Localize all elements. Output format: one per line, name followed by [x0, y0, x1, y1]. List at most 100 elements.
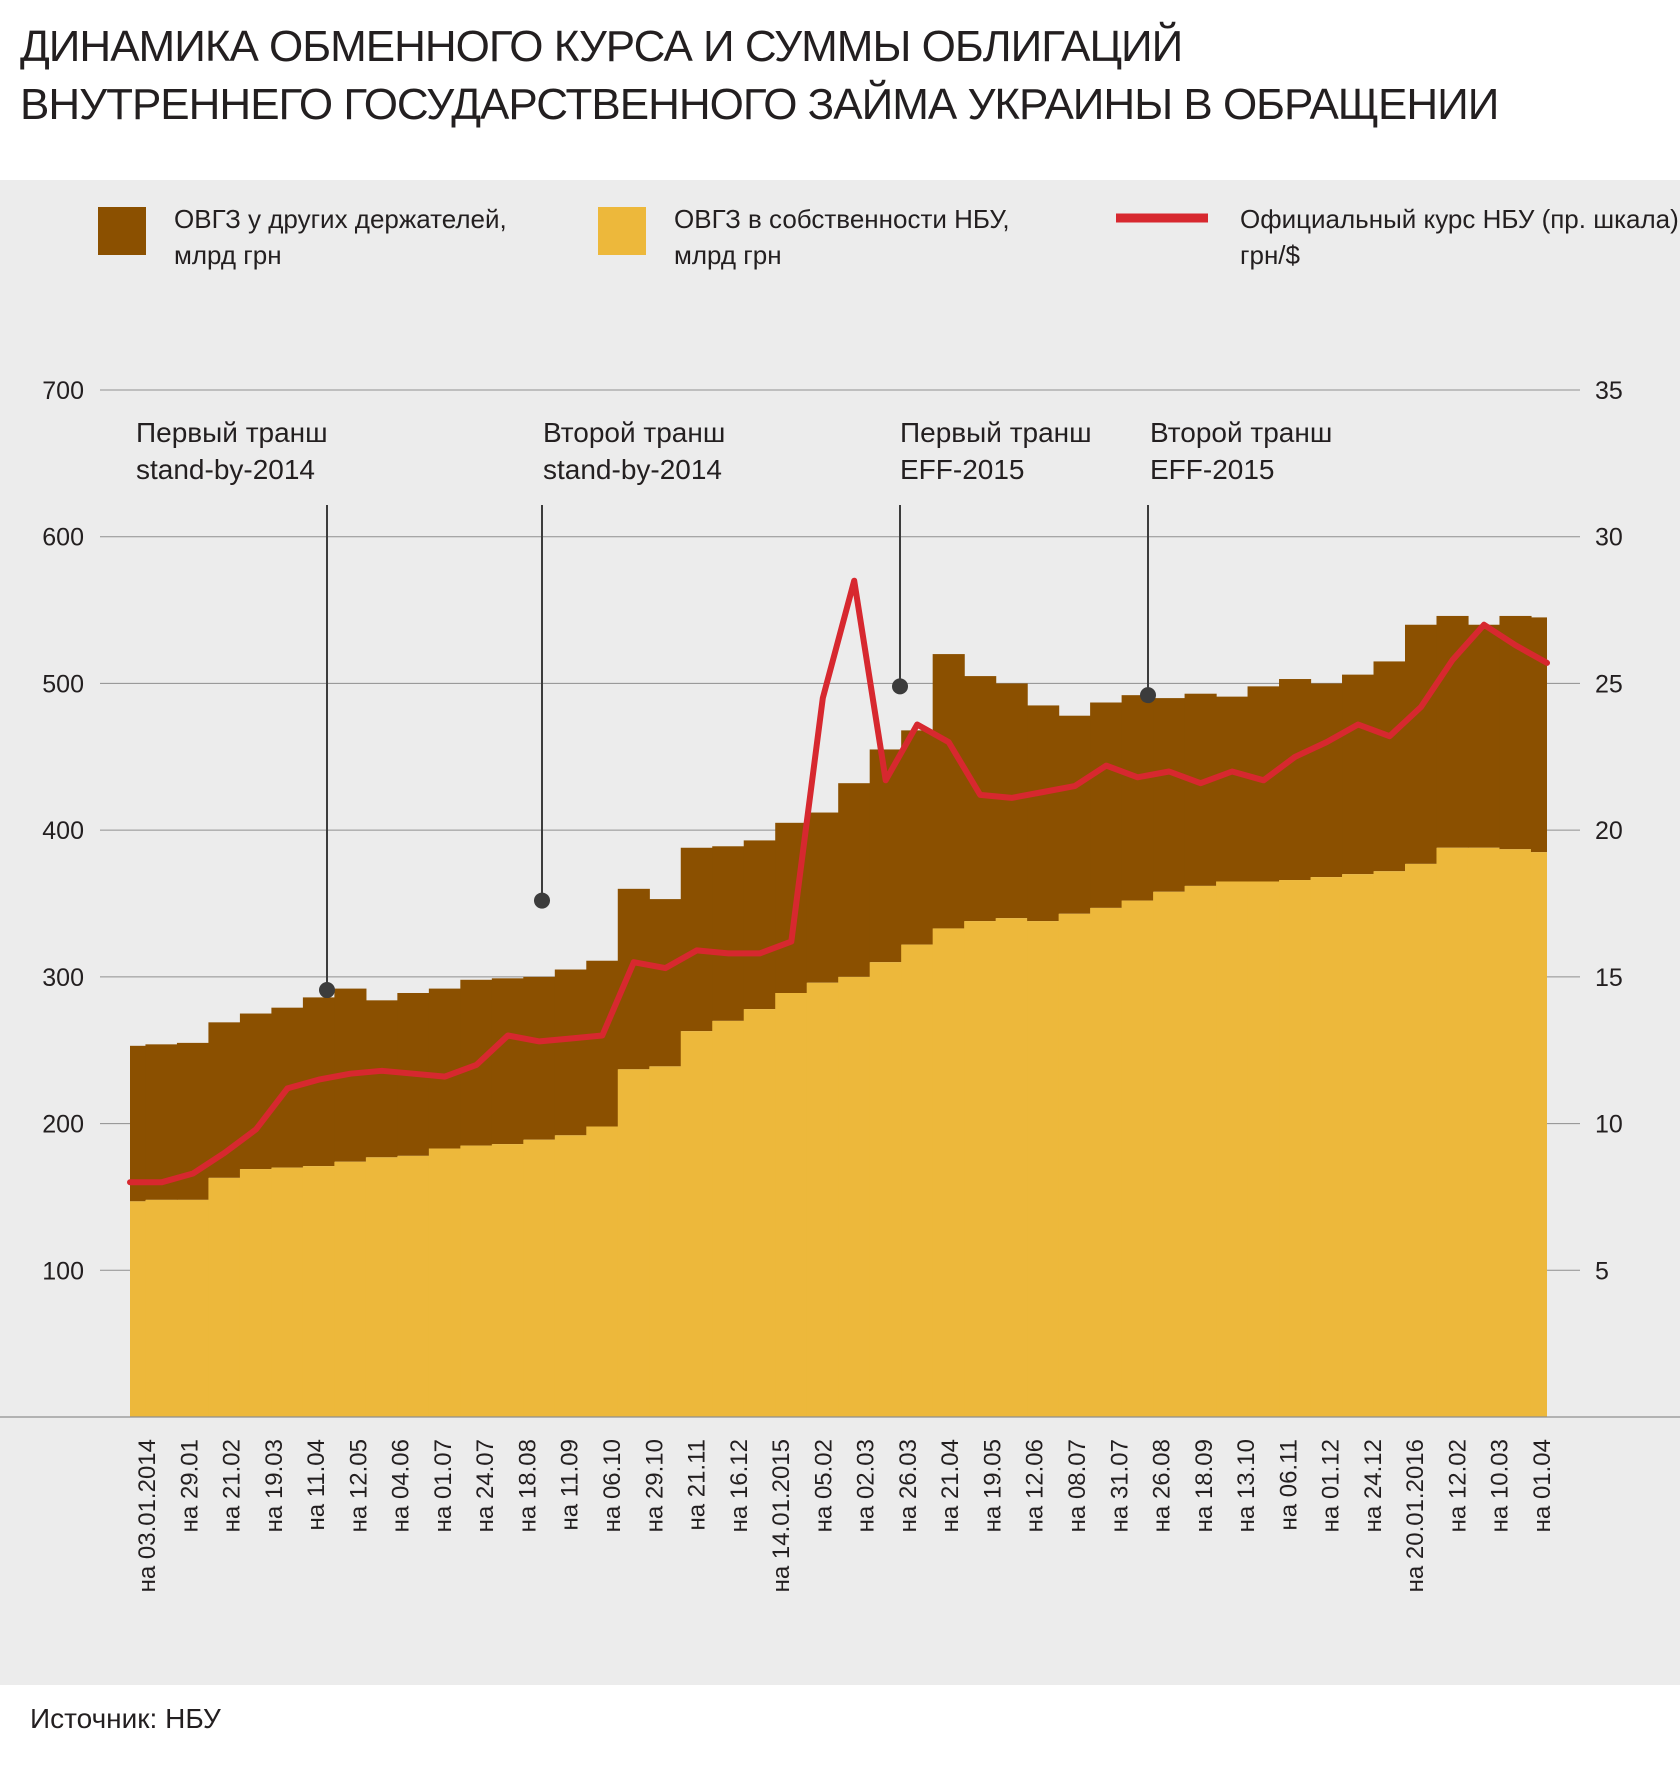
other-holders-bar	[1467, 624, 1501, 848]
plot-area	[130, 615, 1547, 1417]
x-axis-tick-label: на 11.09	[557, 1439, 584, 1531]
nbu-owned-bar	[145, 1199, 178, 1417]
nbu-owned-bar	[1405, 863, 1438, 1417]
other-holders-bar	[1530, 617, 1547, 853]
x-axis-tick-label: на 19.05	[980, 1439, 1007, 1532]
nbu-owned-bar	[1310, 877, 1343, 1417]
x-axis-tick-label: на 29.01	[176, 1439, 203, 1532]
x-axis-tick-label: на 16.12	[726, 1439, 753, 1532]
x-axis-tick-label: на 26.03	[895, 1439, 922, 1532]
other-holders-bar	[901, 730, 934, 945]
right-axis-tick-label: 30	[1595, 524, 1623, 552]
nbu-owned-bar	[1216, 881, 1249, 1417]
nbu-owned-bar	[932, 928, 965, 1417]
nbu-owned-bar	[1058, 913, 1091, 1417]
right-axis-tick-label: 15	[1595, 964, 1623, 992]
left-axis-tick-label: 400	[42, 817, 84, 845]
nbu-owned-bar	[1027, 921, 1060, 1417]
nbu-owned-bar	[1436, 847, 1469, 1417]
other-holders-bar	[523, 976, 556, 1140]
other-holders-bar	[712, 846, 745, 1021]
right-axis-tick-label: 25	[1595, 670, 1623, 698]
x-axis-tick-label: на 31.07	[1106, 1439, 1133, 1532]
legend-item-rate: Официальный курс НБУ (пр. шкала), грн/$	[1116, 204, 1680, 270]
x-axis-tick-label: на 02.03	[853, 1439, 880, 1532]
other-holders-bar	[365, 1000, 398, 1158]
annotation-label: stand-by-2014	[543, 454, 722, 485]
annotation-label: Первый транш	[136, 417, 328, 448]
other-holders-bar	[1247, 686, 1280, 882]
other-holders-bar	[649, 899, 682, 1067]
x-axis-tick-label: на 21.02	[219, 1439, 246, 1532]
rate-line-layer	[127, 577, 1550, 1186]
chart-title: ДИНАМИКА ОБМЕННОГО КУРСА И СУММЫ ОБЛИГАЦ…	[20, 18, 1620, 134]
other-holders-bar	[145, 1044, 178, 1200]
nbu-owned-bar	[271, 1167, 304, 1417]
other-holders-bar	[1499, 615, 1532, 850]
left-axis-tick-label: 500	[42, 670, 84, 698]
annotation-marker	[892, 678, 908, 695]
annotation-label: Второй транш	[543, 417, 725, 448]
x-axis-tick-label: на 18.09	[1191, 1439, 1218, 1532]
nbu-owned-bar	[775, 992, 808, 1417]
other-holders-bar	[1027, 705, 1060, 922]
other-holders-bar	[1342, 674, 1375, 875]
nbu-owned-bar	[523, 1139, 556, 1417]
nbu-owned-bar	[838, 976, 871, 1417]
annotation-label: Второй транш	[1150, 417, 1332, 448]
other-holders-bar	[680, 847, 713, 1032]
left-axis-tick-label: 700	[42, 377, 84, 405]
x-axis-tick-label: на 21.04	[937, 1439, 964, 1532]
legend-item-other-holders: ОВГЗ у других держателей, млрд грн	[98, 204, 507, 270]
nbu-owned-bar	[1279, 880, 1312, 1417]
annotation-marker	[534, 892, 550, 909]
other-holders-bar	[1184, 693, 1217, 886]
left-axis-tick-label: 600	[42, 524, 84, 552]
nbu-owned-bar	[491, 1144, 524, 1417]
x-axis-tick-label: на 01.12	[1318, 1439, 1345, 1532]
x-axis-tick-label: на 20.01.2016	[1402, 1439, 1429, 1592]
other-holders-bar	[586, 960, 619, 1127]
nbu-owned-bar	[554, 1135, 587, 1417]
rate-line	[127, 577, 1550, 1186]
x-axis-tick-label: на 12.06	[1022, 1439, 1049, 1532]
other-holders-bar	[869, 749, 902, 963]
nbu-owned-bar	[712, 1020, 745, 1417]
other-holders-bar	[1058, 715, 1091, 914]
x-axis-tick-label: на 18.08	[515, 1439, 542, 1532]
x-axis-tick-label: на 10.03	[1487, 1439, 1514, 1532]
annotations: Первый транш stand-by-2014 Второй транш sta…	[136, 417, 1332, 999]
other-holders-bar	[239, 1013, 272, 1170]
x-axis-tick-label: на 08.07	[1064, 1439, 1091, 1532]
other-holders-bar	[932, 654, 965, 929]
other-holders-bar	[1153, 698, 1186, 892]
nbu-owned-bar	[1530, 852, 1547, 1417]
nbu-owned-bar	[1090, 907, 1123, 1417]
nbu-owned-bar	[176, 1199, 210, 1417]
nbu-owned-bar	[617, 1069, 650, 1417]
x-axis-tick-label: на 12.05	[345, 1439, 372, 1532]
chart-title-line-1: ДИНАМИКА ОБМЕННОГО КУРСА И СУММЫ ОБЛИГАЦ…	[20, 22, 1183, 71]
x-axis-tick-label: на 11.04	[303, 1439, 330, 1531]
legend-swatch-other-holders	[98, 207, 146, 255]
nbu-owned-bar	[397, 1155, 430, 1417]
x-axis-tick-label: на 01.07	[430, 1439, 457, 1532]
nbu-owned-bar	[1342, 874, 1375, 1417]
other-holders-bar	[1310, 683, 1343, 878]
other-holders-bar	[428, 988, 461, 1149]
other-holders-bar	[1090, 702, 1123, 908]
nbu-owned-bar	[1467, 847, 1501, 1417]
right-axis-tick-label: 10	[1595, 1111, 1623, 1139]
x-axis-tick-label: на 01.04	[1529, 1439, 1556, 1532]
annotation-label: EFF-2015	[900, 454, 1025, 485]
nbu-owned-bar	[1184, 885, 1217, 1417]
x-axis-tick-label: на 13.10	[1233, 1439, 1260, 1532]
nbu-owned-bar	[1121, 900, 1154, 1417]
nbu-owned-bar	[460, 1145, 493, 1417]
annotation-marker	[319, 982, 335, 999]
nbu-owned-bar	[1373, 871, 1406, 1417]
other-holders-bar	[1436, 615, 1469, 848]
right-axis-tick-label: 5	[1595, 1257, 1609, 1285]
nbu-owned-bar	[1247, 881, 1280, 1417]
nbu-owned-bar	[365, 1157, 398, 1417]
